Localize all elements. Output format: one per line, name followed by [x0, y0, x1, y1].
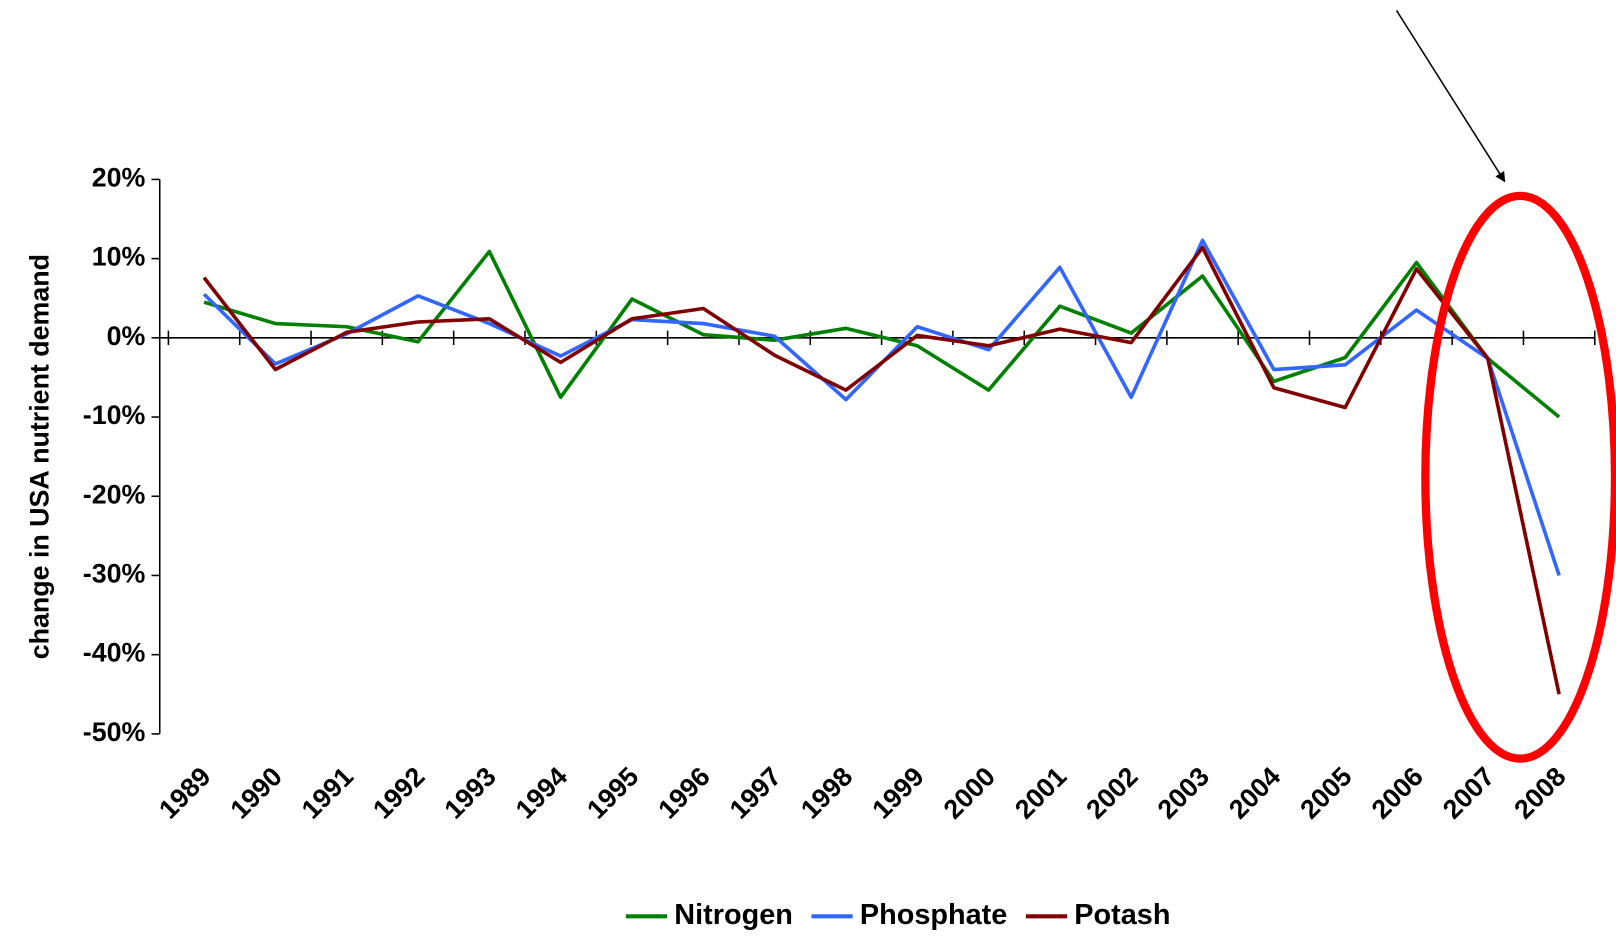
x-tick-label: 2001	[1009, 761, 1072, 824]
series-line	[202, 245, 1561, 695]
x-tick-label: 2000	[938, 761, 1001, 824]
x-tick-label: 2008	[1508, 761, 1571, 824]
x-tick-label: 2005	[1294, 761, 1357, 824]
x-tick-label: 1994	[510, 761, 573, 824]
x-tick-label: 1992	[367, 761, 430, 824]
x-tick-label: 1997	[724, 761, 787, 824]
x-tick-label: 2006	[1366, 761, 1429, 824]
series-line	[202, 238, 1561, 577]
y-tick-label: 10%	[92, 242, 146, 272]
x-tick-label: 1993	[438, 761, 501, 824]
x-tick-label: 1989	[153, 761, 216, 824]
x-tick-label: 1999	[866, 761, 929, 824]
x-tick-label: 1990	[225, 761, 288, 824]
annotation-ellipse	[1421, 191, 1616, 763]
x-tick-label: 2004	[1223, 761, 1286, 824]
legend-label: Nitrogen	[674, 899, 793, 931]
x-tick-label: 1995	[581, 761, 644, 824]
y-axis-label: change in USA nutrient demand	[24, 254, 54, 659]
x-tick-label: 2007	[1437, 761, 1500, 824]
x-tick-label: 1998	[795, 761, 858, 824]
legend-label: Phosphate	[860, 899, 1007, 931]
y-tick-label: 20%	[92, 162, 146, 192]
y-tick-label: -30%	[83, 559, 146, 589]
y-tick-label: -40%	[83, 638, 146, 668]
annotation-arrow	[1395, 9, 1506, 183]
y-tick-label: -10%	[83, 400, 146, 430]
y-tick-label: -20%	[83, 479, 146, 509]
y-tick-label: 0%	[107, 321, 146, 351]
series-line	[203, 249, 1561, 419]
x-tick-label: 1991	[296, 761, 359, 824]
x-tick-label: 2002	[1080, 761, 1143, 824]
x-tick-label: 1996	[652, 761, 715, 824]
x-tick-label: 2003	[1152, 761, 1215, 824]
legend: Nitrogen Phosphate Potash	[625, 899, 1170, 931]
y-tick-label: -50%	[83, 717, 146, 747]
legend-label: Potash	[1074, 899, 1170, 931]
